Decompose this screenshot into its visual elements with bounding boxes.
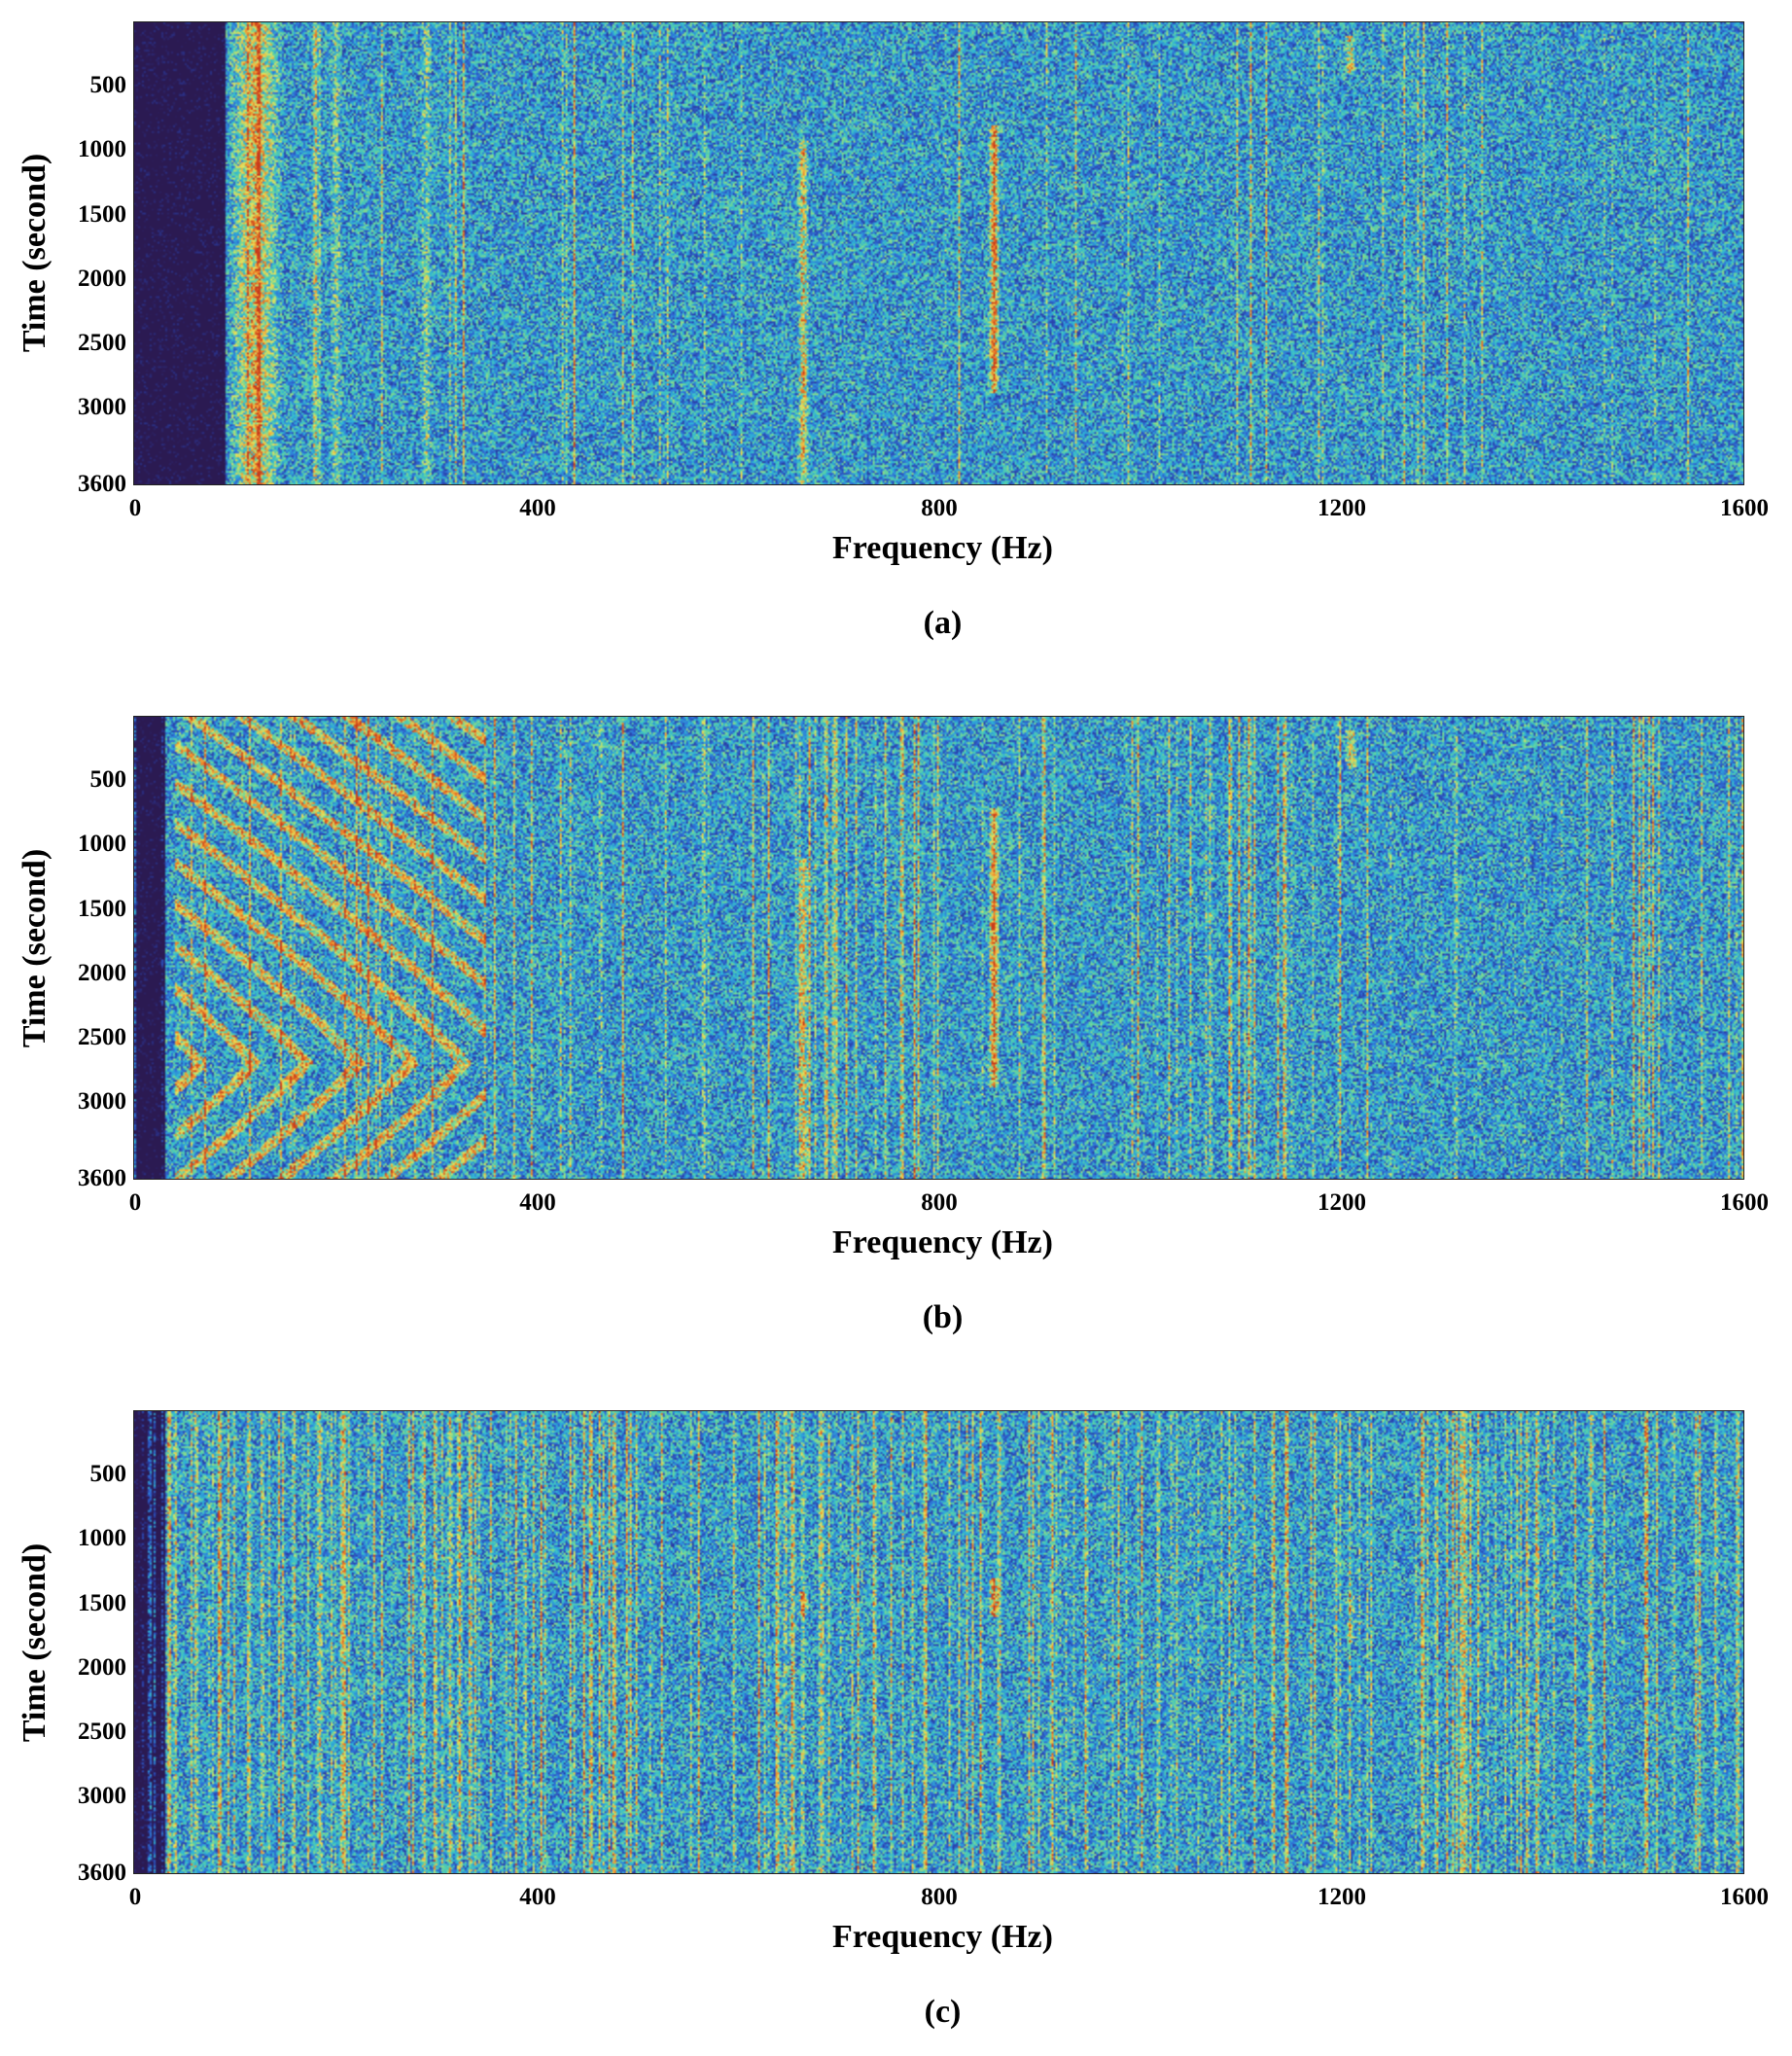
x-tick-label: 800 [921, 1189, 958, 1216]
y-tick-label: 3000 [78, 394, 126, 420]
y-tick-label: 2500 [78, 1024, 126, 1050]
plot-area-c [133, 1410, 1744, 1874]
x-tick-label: 0 [128, 495, 142, 521]
x-axis-label-b: Frequency (Hz) [832, 1224, 1053, 1260]
y-tick-label: 1000 [78, 831, 126, 857]
panel-caption-a: (a) [923, 605, 963, 641]
x-tick-label: 1200 [1318, 495, 1366, 521]
y-tick-label: 2000 [78, 960, 126, 986]
y-tick-label: 3600 [78, 1860, 126, 1886]
spectrogram-image-b [134, 717, 1743, 1179]
y-tick-label: 2500 [78, 330, 126, 356]
panel-caption-b: (b) [922, 1299, 964, 1335]
y-tick-label: 1000 [78, 1525, 126, 1551]
spectrogram-image-a [134, 22, 1743, 484]
y-tick-label: 2500 [78, 1719, 126, 1745]
y-tick-label: 3600 [78, 1165, 126, 1191]
x-tick-label: 0 [128, 1884, 142, 1910]
x-tick-label: 400 [519, 495, 556, 521]
y-tick-label: 2000 [78, 266, 126, 292]
y-tick-label: 1500 [78, 201, 126, 228]
y-tick-label: 3000 [78, 1783, 126, 1809]
spectrogram-image-c [134, 1411, 1743, 1873]
x-tick-label: 800 [921, 1884, 958, 1910]
plot-area-a [133, 21, 1744, 485]
y-axis-label-a: Time (second) [17, 153, 53, 353]
x-axis-label-c: Frequency (Hz) [832, 1919, 1053, 1955]
x-tick-label: 800 [921, 495, 958, 521]
y-tick-label: 3600 [78, 471, 126, 497]
y-axis-label-c: Time (second) [17, 1542, 53, 1743]
x-tick-label: 1600 [1720, 1884, 1769, 1910]
y-tick-label: 1000 [78, 136, 126, 162]
y-tick-label: 2000 [78, 1654, 126, 1681]
x-tick-label: 0 [128, 1189, 142, 1216]
x-tick-label: 1600 [1720, 1189, 1769, 1216]
x-tick-label: 400 [519, 1189, 556, 1216]
y-axis-label-b: Time (second) [17, 848, 53, 1048]
plot-area-b [133, 716, 1744, 1180]
y-tick-label: 1500 [78, 1590, 126, 1616]
x-tick-label: 1200 [1318, 1189, 1366, 1216]
y-tick-label: 500 [89, 1461, 127, 1487]
x-axis-label-a: Frequency (Hz) [832, 530, 1053, 566]
x-tick-label: 400 [519, 1884, 556, 1910]
panel-caption-c: (c) [924, 1994, 962, 2030]
y-tick-label: 1500 [78, 896, 126, 922]
y-tick-label: 3000 [78, 1088, 126, 1115]
y-tick-label: 500 [89, 72, 127, 98]
x-tick-label: 1200 [1318, 1884, 1366, 1910]
x-tick-label: 1600 [1720, 495, 1769, 521]
y-tick-label: 500 [89, 766, 127, 793]
